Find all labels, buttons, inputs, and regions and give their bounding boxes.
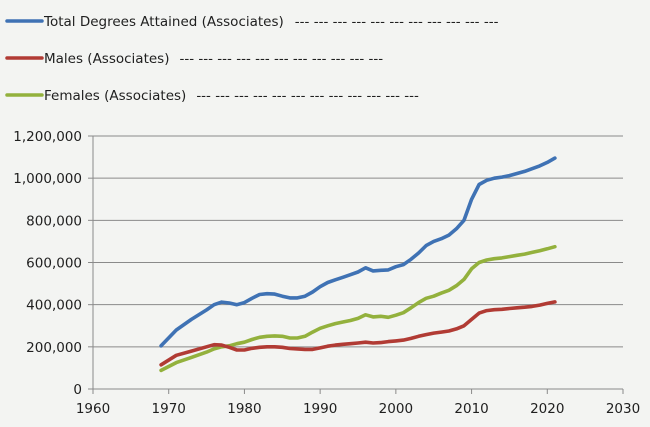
- y-tick-label: 800,000: [26, 213, 82, 229]
- chart-gridlines: [93, 135, 623, 348]
- y-tick-label: 600,000: [26, 256, 82, 272]
- legend-item: Total Degrees Attained (Associates) --- -…: [5, 14, 499, 30]
- chart-axes: 0 200,000 400,000 600,000 800,000 1,000,000 1,…: [13, 129, 640, 417]
- x-tick-label: 2000: [379, 401, 413, 417]
- y-tick-label: 0: [73, 382, 82, 398]
- x-tick-label: 2020: [530, 401, 564, 417]
- y-tick-label: 400,000: [26, 298, 82, 314]
- x-tick-label: 1970: [152, 401, 186, 417]
- chart-legend: Total Degrees Attained (Associates) --- -…: [5, 14, 499, 104]
- legend-label: Males (Associates): [44, 51, 169, 67]
- series-line-2: [159, 244, 557, 373]
- y-tick-label: 200,000: [26, 340, 82, 356]
- x-tick-label: 1960: [76, 401, 110, 417]
- x-tick-label: 1980: [227, 401, 261, 417]
- series-line-1: [159, 300, 557, 367]
- y-tick-label: 1,000,000: [13, 171, 82, 187]
- chart-series: [159, 156, 557, 373]
- legend-label: Females (Associates): [44, 88, 186, 104]
- y-tick-label: 1,200,000: [13, 129, 82, 145]
- legend-item: Females (Associates) --- --- --- --- --- …: [5, 88, 419, 104]
- x-tick-label: 1990: [303, 401, 337, 417]
- legend-item: Males (Associates) --- --- --- --- --- --…: [5, 51, 383, 67]
- legend-dashes: --- --- --- --- --- --- --- --- --- --- …: [196, 88, 419, 104]
- x-tick-label: 2010: [454, 401, 488, 417]
- legend-dashes: --- --- --- --- --- --- --- --- --- --- …: [179, 51, 383, 67]
- x-tick-label: 2030: [606, 401, 640, 417]
- legend-label: Total Degrees Attained (Associates): [43, 14, 284, 30]
- legend-dashes: --- --- --- --- --- --- --- --- --- --- …: [295, 14, 499, 30]
- series-line-0: [159, 156, 557, 348]
